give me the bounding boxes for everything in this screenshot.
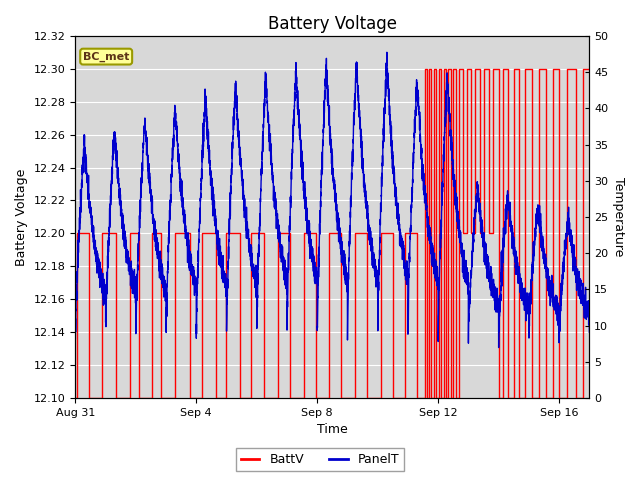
Y-axis label: Temperature: Temperature: [612, 177, 625, 257]
X-axis label: Time: Time: [317, 423, 348, 436]
Text: BC_met: BC_met: [83, 51, 129, 62]
Y-axis label: Battery Voltage: Battery Voltage: [15, 168, 28, 265]
Title: Battery Voltage: Battery Voltage: [268, 15, 397, 33]
Legend: BattV, PanelT: BattV, PanelT: [236, 448, 404, 471]
